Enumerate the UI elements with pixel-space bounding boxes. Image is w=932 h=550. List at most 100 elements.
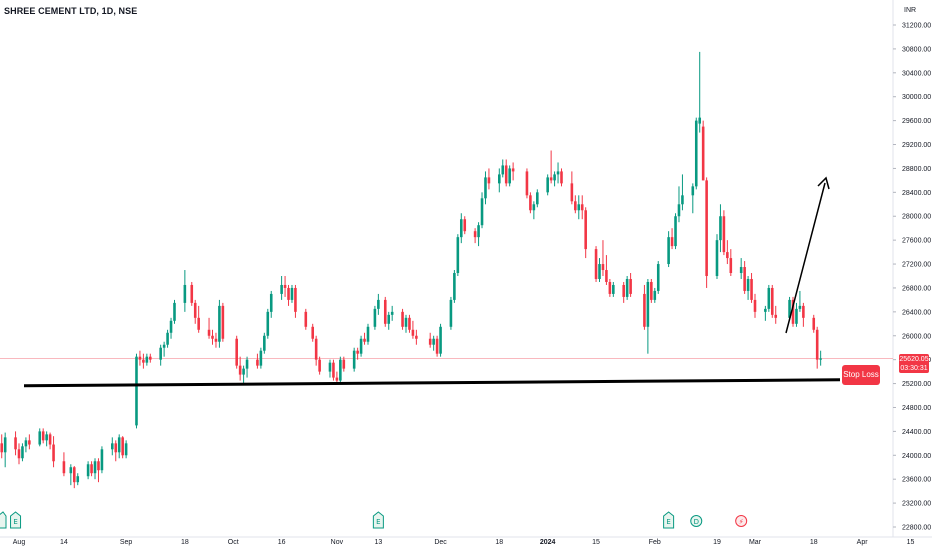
candle[interactable] [138, 350, 142, 366]
candle[interactable] [404, 314, 408, 333]
candle[interactable] [3, 432, 7, 468]
candle[interactable] [584, 207, 587, 259]
candle[interactable] [815, 326, 819, 369]
candle[interactable] [373, 305, 377, 330]
candle[interactable] [764, 305, 767, 321]
candle[interactable] [366, 323, 370, 345]
candle[interactable] [532, 201, 536, 220]
candle[interactable] [214, 332, 218, 348]
candle[interactable] [694, 117, 698, 190]
candle[interactable] [342, 356, 346, 372]
candle[interactable] [24, 437, 28, 453]
candle[interactable] [574, 195, 577, 214]
candle[interactable] [667, 231, 670, 268]
candle[interactable] [428, 332, 432, 348]
candle[interactable] [726, 240, 729, 265]
candle[interactable] [622, 281, 625, 303]
candle[interactable] [459, 213, 463, 244]
candle[interactable] [142, 353, 145, 369]
candle[interactable] [802, 302, 805, 327]
candle[interactable] [498, 168, 501, 193]
candle[interactable] [332, 359, 335, 381]
candle[interactable] [774, 305, 778, 324]
earnings-marker-icon[interactable]: E [10, 511, 22, 529]
candle[interactable] [701, 120, 705, 181]
candle[interactable] [197, 305, 200, 333]
candle[interactable] [159, 344, 162, 366]
candle[interactable] [114, 440, 118, 462]
candle[interactable] [97, 458, 100, 483]
candle[interactable] [560, 168, 563, 187]
candle[interactable] [149, 353, 152, 363]
candle[interactable] [190, 281, 194, 306]
candle[interactable] [529, 192, 532, 214]
candle[interactable] [173, 299, 176, 324]
candle[interactable] [339, 356, 342, 384]
candle[interactable] [598, 258, 601, 282]
candle[interactable] [328, 359, 332, 378]
candle[interactable] [439, 323, 442, 357]
candle[interactable] [207, 317, 211, 339]
candle[interactable] [625, 276, 629, 300]
candle[interactable] [819, 350, 822, 366]
candle[interactable] [38, 428, 42, 447]
candle[interactable] [536, 189, 539, 208]
candle[interactable] [473, 228, 477, 244]
candle[interactable] [86, 461, 90, 480]
candle[interactable] [691, 183, 695, 214]
earnings-marker-icon[interactable]: E [372, 511, 384, 529]
candle[interactable] [612, 281, 615, 297]
candle[interactable] [646, 278, 650, 354]
candle[interactable] [69, 464, 73, 486]
candle[interactable] [456, 234, 460, 276]
candle[interactable] [221, 302, 225, 342]
candle[interactable] [698, 51, 702, 133]
candle[interactable] [100, 446, 104, 474]
candle[interactable] [52, 436, 55, 468]
candle[interactable] [14, 431, 17, 456]
candle[interactable] [145, 353, 149, 366]
stop-loss-label[interactable]: Stop Loss [842, 365, 880, 385]
candle[interactable] [608, 278, 612, 297]
candle[interactable] [719, 204, 722, 253]
candle[interactable] [76, 473, 80, 486]
candle[interactable] [463, 216, 467, 235]
dividend-marker-icon[interactable]: D [690, 515, 703, 527]
candle[interactable] [553, 171, 556, 187]
candle[interactable] [263, 332, 266, 354]
candle[interactable] [314, 335, 318, 366]
candle[interactable] [791, 296, 795, 327]
candle[interactable] [484, 171, 487, 205]
candle[interactable] [45, 431, 48, 447]
candle[interactable] [21, 443, 24, 462]
candle[interactable] [117, 434, 121, 459]
candle[interactable] [722, 210, 726, 256]
candle[interactable] [62, 452, 66, 477]
candle[interactable] [729, 249, 733, 276]
candle[interactable] [629, 273, 632, 297]
candle[interactable] [525, 168, 529, 199]
candle[interactable] [556, 162, 560, 184]
candle[interactable] [377, 293, 380, 315]
candle[interactable] [269, 290, 273, 318]
candle[interactable] [356, 347, 359, 360]
candle[interactable] [577, 195, 581, 220]
candle[interactable] [750, 273, 753, 303]
candle[interactable] [41, 428, 45, 444]
candle[interactable] [124, 440, 128, 459]
candle[interactable] [311, 323, 315, 342]
candle[interactable] [238, 356, 242, 381]
split-marker-icon[interactable]: ⚡ [735, 515, 748, 527]
candle[interactable] [739, 258, 743, 279]
candle[interactable] [193, 299, 197, 324]
candle[interactable] [359, 335, 363, 357]
currency-label[interactable]: INR [904, 7, 917, 14]
candle[interactable] [705, 177, 708, 288]
candle[interactable] [48, 432, 52, 450]
candle[interactable] [72, 466, 76, 489]
candle[interactable] [235, 335, 238, 369]
candle[interactable] [480, 192, 484, 229]
candle[interactable] [594, 246, 598, 282]
candle[interactable] [477, 222, 480, 247]
